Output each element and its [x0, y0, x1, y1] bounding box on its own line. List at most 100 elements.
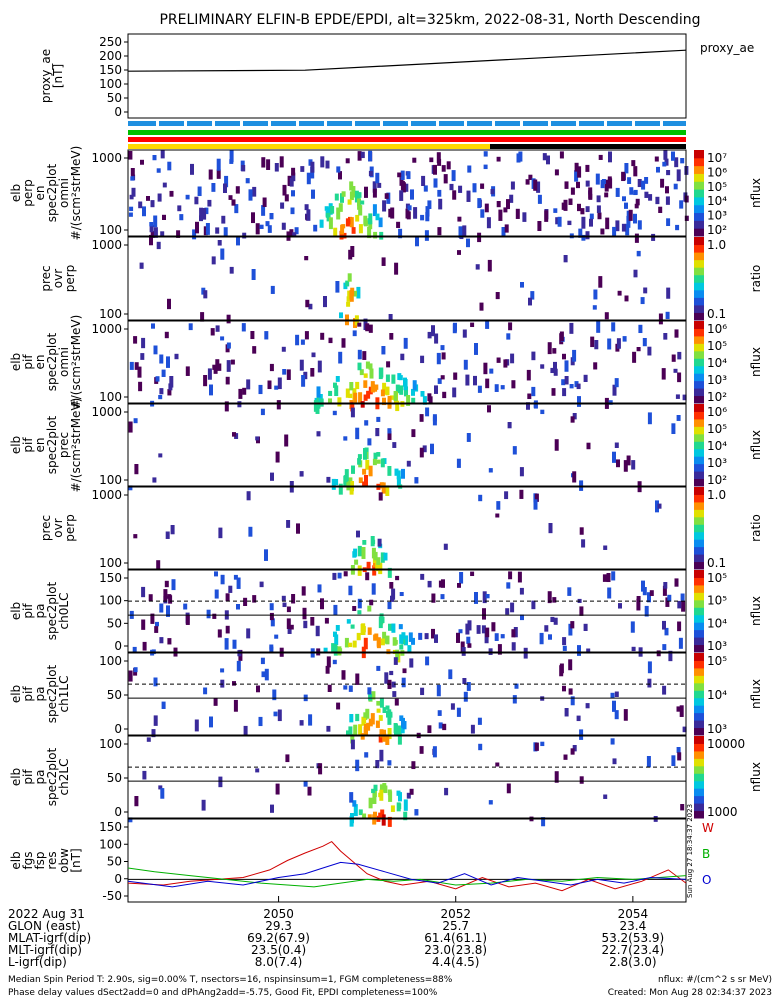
spectro-pixel — [315, 625, 320, 637]
spectro-pixel — [350, 246, 355, 258]
ylabel-pa_ch0: pa — [33, 604, 47, 619]
spectro-pixel — [395, 400, 400, 412]
spectro-pixel — [224, 638, 229, 650]
spectro-pixel — [152, 155, 157, 161]
spectro-pixel — [130, 176, 135, 181]
ytick-label: 1000 — [91, 322, 122, 336]
ylabel-pa_ch1: pa — [33, 687, 47, 702]
spectro-pixel — [304, 256, 309, 261]
spectro-pixel — [379, 749, 384, 762]
spectro-pixel — [437, 710, 442, 716]
spectro-pixel — [457, 583, 461, 588]
spectro-pixel — [130, 168, 135, 176]
spectro-pixel — [362, 468, 367, 475]
spectro-pixel — [519, 489, 524, 499]
spectro-pixel — [215, 359, 220, 368]
footer-line1-right: nflux: #/(cm^2 s sr MeV) — [658, 975, 772, 985]
spectro-pixel — [310, 368, 315, 377]
spectro-pixel — [548, 634, 552, 640]
colorbar-tick: 10⁶ — [707, 322, 727, 336]
spectro-pixel — [391, 623, 396, 633]
colorbar-label: nflux — [749, 178, 763, 208]
spectro-pixel — [662, 644, 667, 651]
spectro-pixel — [232, 432, 236, 437]
spectro-pixel — [633, 166, 638, 177]
status-bar-black — [490, 144, 686, 149]
spectro-pixel — [373, 452, 378, 459]
spectro-pixel — [607, 338, 612, 350]
spectro-pixel — [440, 345, 445, 351]
spectro-pixel — [287, 175, 292, 187]
spectro-pixel — [326, 476, 331, 483]
spectro-pixel — [275, 451, 280, 463]
spectro-pixel — [453, 372, 458, 380]
spectro-pixel — [411, 761, 416, 770]
ylabel-prec_ovr_perp2: prec — [39, 515, 53, 541]
spectro-pixel — [292, 232, 297, 237]
spectro-pixel — [624, 295, 629, 302]
spectro-pixel — [363, 448, 367, 460]
spectro-pixel — [539, 632, 544, 645]
spectro-pixel — [572, 471, 577, 483]
spectro-pixel — [310, 161, 315, 173]
spectro-pixel — [496, 501, 501, 510]
spectro-pixel — [564, 376, 569, 385]
spectro-pixel — [559, 331, 564, 342]
spectro-pixel — [608, 151, 612, 163]
spectro-pixel — [477, 198, 482, 209]
spectro-pixel — [355, 214, 360, 222]
spectro-pixel — [437, 158, 442, 166]
spectro-pixel — [488, 800, 493, 805]
spectro-pixel — [564, 708, 569, 717]
spectro-pixel — [367, 226, 372, 239]
colorbar-cell — [694, 629, 704, 638]
spectro-pixel — [153, 677, 158, 687]
colorbar-tick: 0.1 — [707, 556, 726, 570]
spectro-pixel — [376, 416, 381, 422]
spectro-pixel — [547, 342, 552, 355]
xaxis-value: 61.4(61.1) — [424, 931, 487, 945]
spectro-pixel — [141, 337, 146, 349]
status-bar-gap — [492, 121, 495, 126]
spectro-pixel — [373, 784, 378, 791]
spectro-pixel — [197, 186, 202, 197]
spectro-pixel — [305, 299, 310, 308]
spectro-pixel — [149, 234, 153, 246]
spectro-pixel — [633, 213, 637, 224]
spectro-pixel — [370, 713, 375, 725]
ytick-label: 100 — [99, 223, 122, 237]
spectro-pixel — [192, 229, 197, 240]
ylabel-elb_pif_prec: spec2plot — [45, 415, 59, 474]
spectro-pixel — [533, 499, 538, 510]
spectro-pixel — [142, 770, 147, 780]
ytick-label: 100 — [99, 307, 122, 321]
spectro-pixel — [592, 305, 597, 310]
colorbar-tick: 10³ — [707, 456, 727, 470]
spectro-pixel — [583, 623, 588, 631]
spectro-pixel — [289, 624, 294, 630]
spectro-pixel — [338, 203, 343, 212]
ytick-label: 150 — [99, 63, 122, 77]
spectro-pixel — [671, 423, 676, 435]
xaxis-value: 23.5(0.4) — [251, 943, 306, 957]
spectro-pixel — [401, 182, 406, 193]
spectro-pixel — [214, 571, 218, 577]
spectro-pixel — [666, 218, 671, 227]
spectro-pixel — [546, 155, 550, 165]
spectro-pixel — [333, 631, 337, 637]
colorbar-cell — [694, 441, 704, 450]
ylabel-elb_perp: elb — [9, 184, 23, 202]
spectro-pixel — [534, 493, 539, 502]
spectro-pixel — [398, 228, 403, 239]
spectro-pixel — [541, 817, 546, 827]
spectro-pixel — [395, 575, 400, 581]
spectro-pixel — [655, 196, 660, 205]
spectro-pixel — [385, 734, 390, 745]
colorbar-cell — [694, 418, 704, 427]
spectro-pixel — [317, 584, 322, 593]
spectro-pixel — [194, 719, 199, 732]
colorbar-cell — [694, 448, 704, 457]
colorbar-cell — [694, 297, 704, 306]
spectro-pixel — [382, 783, 387, 792]
